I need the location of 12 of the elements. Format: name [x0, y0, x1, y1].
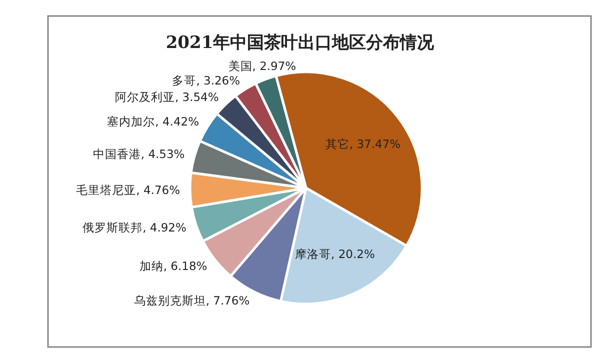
- slice-label: 美国, 2.97%: [228, 58, 296, 73]
- slice-label: 摩洛哥, 20.2%: [295, 246, 375, 261]
- slice-label: 多哥, 3.26%: [172, 74, 240, 88]
- slice-label: 加纳, 6.18%: [139, 259, 208, 274]
- slice-label: 毛里塔尼亚, 4.76%: [76, 183, 180, 198]
- slice-label: 乌兹别克斯坦, 7.76%: [134, 294, 250, 308]
- slice-label: 阿尔及利亚, 3.54%: [114, 90, 219, 104]
- slice-label: 其它, 37.47%: [325, 137, 401, 152]
- slice-label: 俄罗斯联邦, 4.92%: [82, 220, 186, 235]
- chart-title: 2021年中国茶叶出口地区分布情况: [166, 33, 436, 53]
- slice-label: 塞内加尔, 4.42%: [107, 114, 200, 128]
- slice-label: 中国香港, 4.53%: [92, 146, 185, 161]
